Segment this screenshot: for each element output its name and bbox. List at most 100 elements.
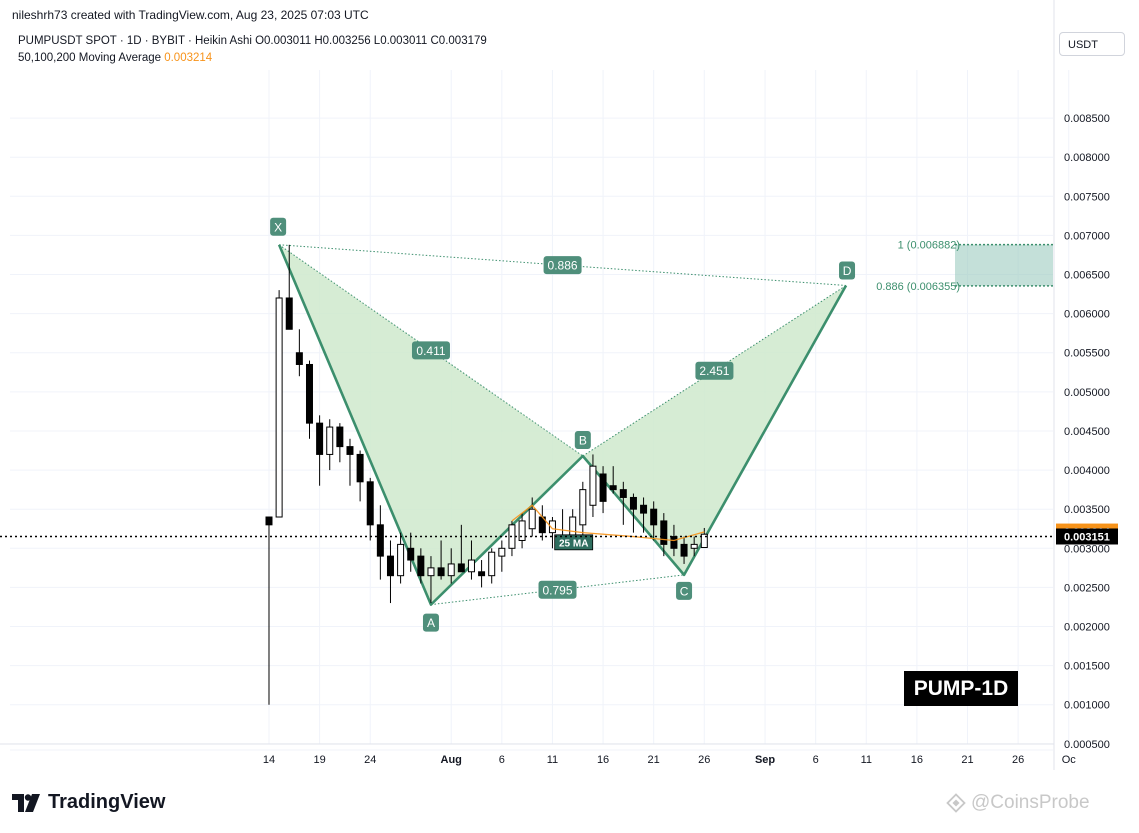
candle-body-down	[609, 485, 617, 491]
ratio-label-0-795-text: 0.795	[542, 583, 572, 597]
time-tick-label: 26	[698, 754, 710, 766]
point-label-b-box	[574, 430, 591, 449]
time-tick-label: 11	[547, 754, 558, 766]
ratio-label-2-451-box	[695, 361, 734, 380]
price-tick-label: 0.008000	[1064, 152, 1110, 164]
point-label-d-box	[839, 261, 856, 280]
candle-body-up	[275, 297, 283, 518]
pattern-leg-line	[277, 244, 848, 606]
ratio-label-0-795-box	[538, 580, 577, 599]
ma-polyline	[511, 504, 705, 542]
candle-body-down	[285, 297, 293, 330]
target-zone: 1 (0.006882) 0.886 (0.006355)	[876, 240, 1053, 293]
candle-body-down	[660, 520, 668, 545]
axes: 0.008500 0.008000 0.007500 0.007000 0.006500…	[0, 0, 1118, 770]
candle-body-up	[700, 533, 708, 549]
candle-body-up	[528, 508, 536, 530]
target-zone-box	[955, 244, 1053, 286]
candle-body-up	[467, 559, 475, 573]
price-tick-label: 0.002500	[1064, 582, 1110, 594]
ratio-label-0-411-box	[411, 341, 450, 360]
grid	[10, 70, 1070, 751]
time-tick-label: 16	[597, 754, 609, 766]
price-tick-label: 0.006500	[1064, 270, 1110, 282]
time-tick-label: 24	[364, 754, 376, 766]
candle-body-down	[295, 352, 303, 365]
chart-credit: nileshrh73 created with TradingView.com,…	[12, 8, 369, 22]
candle-body-up	[427, 567, 435, 577]
watermark-icon	[946, 793, 966, 813]
candle-body-down	[356, 453, 364, 483]
ma-legend-value: 0.003214	[164, 52, 213, 64]
point-label-d-text: D	[843, 264, 852, 278]
ma-line: 25 MA	[0, 504, 1054, 551]
price-tick-label: 0.007000	[1064, 230, 1110, 242]
watermark-text: @CoinsProbe	[971, 792, 1090, 813]
time-tick-label: 14	[263, 754, 275, 766]
candle-body-up	[579, 489, 587, 526]
candle-body-down	[316, 422, 324, 455]
symbol-info: PUMPUSDT SPOT · 1D · BYBIT · Heikin Ashi…	[18, 35, 487, 47]
price-tick-label: 0.001000	[1064, 700, 1110, 712]
point-label-b-text: B	[579, 433, 587, 447]
target-zone-upper-label: 1 (0.006882)	[898, 240, 960, 252]
candle-body-down	[670, 536, 678, 549]
price-tick-label: 0.008500	[1064, 113, 1110, 125]
candle-body-up	[498, 547, 506, 557]
candle-body-down	[376, 524, 384, 557]
price-tick-label: 0.007500	[1064, 191, 1110, 203]
watermark: @CoinsProbe	[945, 792, 1090, 814]
time-tick-label: 19	[313, 754, 325, 766]
candle-body-down	[346, 446, 354, 455]
candle-body-up	[488, 551, 496, 577]
candle-body-up	[518, 520, 526, 541]
candles	[265, 244, 708, 705]
candle-body-up	[397, 543, 405, 577]
ratio-label-0-886-box	[543, 256, 582, 275]
harmonic-pattern	[277, 244, 848, 606]
price-tick-label: 0.005500	[1064, 348, 1110, 360]
time-tick-label: 21	[961, 754, 973, 766]
point-label-a-box	[422, 613, 439, 632]
candle-body-down	[417, 555, 425, 577]
tradingview-logo[interactable]: TradingView	[12, 791, 165, 814]
point-label-x-box	[270, 217, 287, 236]
price-tick-label: 0.002000	[1064, 622, 1110, 634]
ratio-label-2-451-text: 2.451	[699, 364, 729, 378]
candle-body-down	[599, 473, 607, 502]
ma-tag-box	[554, 534, 594, 551]
time-tick-label: Aug	[441, 754, 462, 766]
time-tick-label: 26	[1012, 754, 1024, 766]
ratio-label-0-886-text: 0.886	[548, 259, 578, 273]
price-tick-label: 0.003000	[1064, 543, 1110, 555]
pattern-triangle-xab	[279, 244, 583, 605]
candle-body-down	[366, 481, 374, 526]
price-tick-label: 0.000500	[1064, 739, 1110, 751]
candle-body-down	[336, 426, 344, 448]
candle-body-up	[447, 563, 455, 577]
time-tick-label: 6	[499, 754, 505, 766]
currency-button[interactable]: USDT	[1059, 32, 1125, 56]
price-tick-label: 0.006000	[1064, 309, 1110, 321]
pattern-ratio-line-XB	[278, 244, 584, 457]
candle-body-up	[690, 543, 698, 549]
ma-tag-label: 25 MA	[559, 538, 588, 549]
pattern-labels: X A B C D 0.411 0.795 2.451 0.886	[270, 217, 856, 632]
candle-body-down	[457, 563, 465, 573]
point-label-a-text: A	[427, 616, 435, 630]
time-tick-label: Sep	[755, 754, 775, 766]
candle-body-down	[305, 363, 313, 424]
ma-legend-label: 50,100,200 Moving Average	[18, 52, 162, 64]
time-tick-label: 6	[813, 754, 819, 766]
price-tick-label: 0.004500	[1064, 426, 1110, 438]
last-price-tag-box	[1056, 528, 1118, 545]
candle-body-down	[650, 508, 658, 526]
candle-body-down	[386, 555, 394, 577]
target-zone-lower-label: 0.886 (0.006355)	[876, 281, 960, 293]
time-tick-label: 11	[861, 754, 872, 766]
price-tick-label: 0.005000	[1064, 387, 1110, 399]
last-price-tag-text: 0.003151	[1064, 531, 1110, 543]
time-tick-label: Oc	[1062, 754, 1077, 766]
price-tick-label: 0.004000	[1064, 465, 1110, 477]
